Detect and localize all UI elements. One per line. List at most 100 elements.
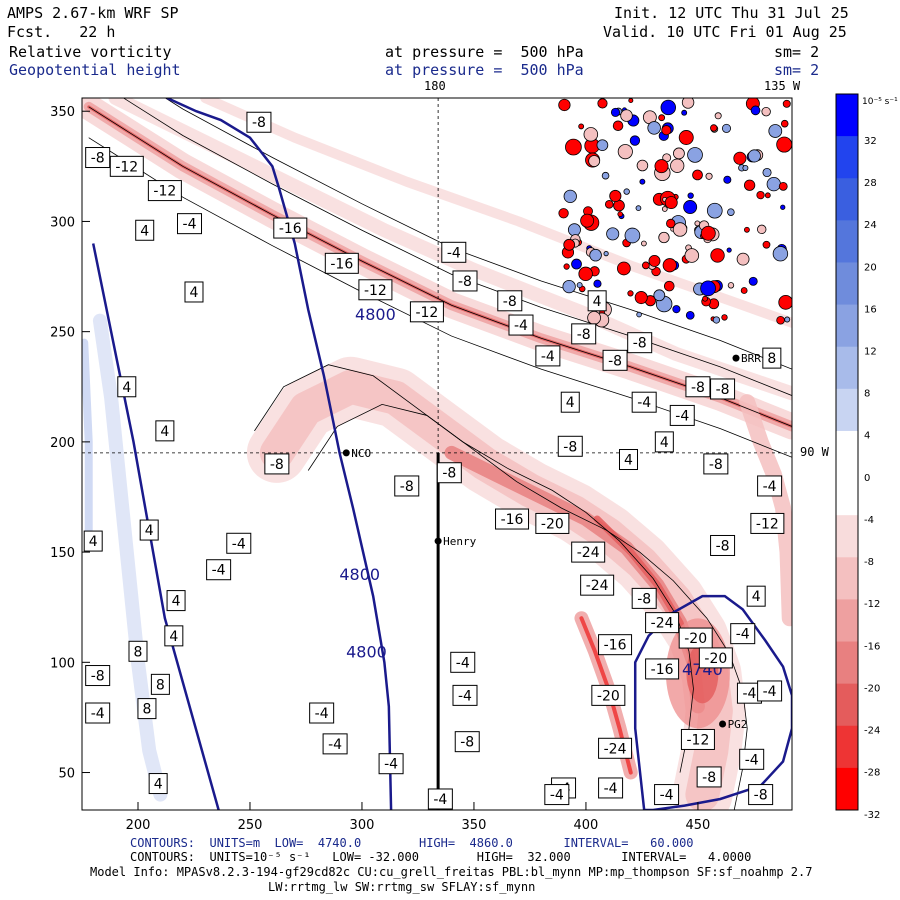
contour-label-box (309, 702, 335, 724)
colorbar-tick-label: -4 (864, 515, 874, 526)
contour-label: -4 (315, 706, 329, 722)
valid-time: Valid. 10 UTC Fri 01 Aug 25 (603, 23, 847, 41)
contour-label-box (602, 349, 628, 371)
contour-label: -4 (763, 479, 777, 495)
height-contour (633, 594, 792, 810)
contour-label: -20 (597, 688, 620, 704)
colorbar-tick-label: 24 (864, 220, 877, 231)
small-scale-vorticity (629, 135, 641, 146)
x-tick-label: 350 (462, 818, 487, 833)
colorbar-tick-label: -12 (864, 599, 880, 610)
contour-label-box (358, 279, 393, 301)
small-scale-vorticity (654, 159, 669, 174)
contour-label-box (139, 519, 159, 541)
contour-label: -4 (212, 563, 226, 579)
contour-label: 4 (169, 629, 178, 645)
contour-label-box (748, 784, 774, 806)
contour-label: -4 (742, 686, 756, 702)
small-scale-vorticity (620, 109, 633, 122)
contour-label: -12 (756, 516, 779, 532)
contour-label-box (155, 420, 175, 442)
colorbar-tick-label: -28 (864, 768, 880, 779)
small-scale-vorticity (653, 289, 666, 302)
small-scale-vorticity (596, 139, 609, 152)
contour-label: -4 (541, 349, 555, 365)
small-scale-vorticity (628, 98, 634, 104)
colorbar-tick-label: -16 (864, 641, 880, 652)
small-scale-vorticity (747, 149, 761, 163)
contour-label: -24 (586, 578, 609, 594)
contour-label-box (166, 590, 186, 612)
small-scale-vorticity (762, 167, 772, 178)
contour-label: -4 (384, 757, 398, 773)
positive-vorticity-band (92, 313, 168, 802)
contour-label: 4 (660, 435, 669, 451)
x-tick-label: 450 (686, 818, 711, 833)
small-scale-vorticity (623, 188, 630, 195)
small-scale-vorticity (672, 305, 681, 314)
small-scale-vorticity (662, 258, 677, 273)
contour-label: 4 (566, 395, 575, 411)
contour-label-box (184, 281, 204, 303)
contour-label: -20 (684, 631, 707, 647)
small-scale-vorticity (761, 106, 771, 117)
colorbar-segment (836, 94, 858, 137)
contour-label: -12 (364, 283, 387, 299)
contour-label: -8 (577, 327, 591, 343)
contour-label-box (378, 753, 404, 775)
contour-label: -4 (514, 318, 528, 334)
contour-label-box (409, 301, 444, 323)
y-tick-label: 100 (50, 656, 75, 671)
colorbar-tick-label: 20 (864, 262, 877, 273)
contour-label: -16 (604, 638, 627, 654)
small-scale-vorticity (660, 99, 676, 116)
small-scale-vorticity (692, 169, 703, 181)
colorbar-tick-label: 16 (864, 304, 877, 315)
contour-label: 8 (156, 677, 165, 693)
contour-label: -8 (252, 115, 266, 131)
small-scale-vorticity (672, 222, 688, 237)
contour-label: 4 (172, 594, 181, 610)
small-scale-vorticity (636, 311, 642, 318)
contour-label-box (135, 219, 155, 241)
lon-label-90w: 90 W (800, 445, 829, 459)
contour-label: -8 (563, 439, 577, 455)
small-scale-vorticity (762, 240, 771, 249)
vorticity-contour (307, 403, 748, 810)
contour-label-box (703, 453, 729, 475)
contour-label: -8 (709, 457, 723, 473)
small-scale-vorticity (601, 171, 610, 180)
small-scale-vorticity (580, 213, 595, 228)
small-scale-vorticity (721, 123, 732, 133)
small-scale-vorticity (617, 211, 623, 217)
contour-label: -4 (604, 781, 618, 797)
small-scale-vorticity (764, 192, 771, 199)
small-scale-vorticity (726, 247, 732, 253)
contour-label-box (535, 345, 561, 367)
small-scale-vorticity (648, 254, 661, 267)
small-scale-vorticity (661, 125, 672, 136)
contour-label: 4 (145, 523, 154, 539)
colorbar-segment (836, 178, 858, 221)
y-tick-label: 250 (50, 326, 75, 341)
forecast-hour: Fcst. 22 h (7, 23, 116, 41)
small-scale-vorticity (778, 181, 788, 191)
station-marker (719, 720, 727, 728)
contour-label-box (137, 698, 157, 720)
x-tick-label: 400 (574, 818, 599, 833)
contour-label: -16 (501, 512, 524, 528)
small-scale-vorticity (558, 208, 569, 219)
colorbar-segment (836, 767, 858, 811)
colorbar-segment (836, 557, 858, 600)
contour-label: -12 (153, 184, 176, 200)
contour-label-box (557, 435, 583, 457)
vorticity-band (200, 98, 792, 328)
contour-label: -8 (270, 457, 284, 473)
contour-label-box (150, 673, 170, 695)
small-scale-vorticity (578, 266, 593, 282)
contour-label: -4 (736, 627, 750, 643)
model-title: AMPS 2.67-km WRF SP (7, 4, 179, 22)
small-scale-vorticity (639, 178, 646, 185)
x-tick-label: 200 (126, 818, 151, 833)
contour-label: -20 (541, 516, 564, 532)
